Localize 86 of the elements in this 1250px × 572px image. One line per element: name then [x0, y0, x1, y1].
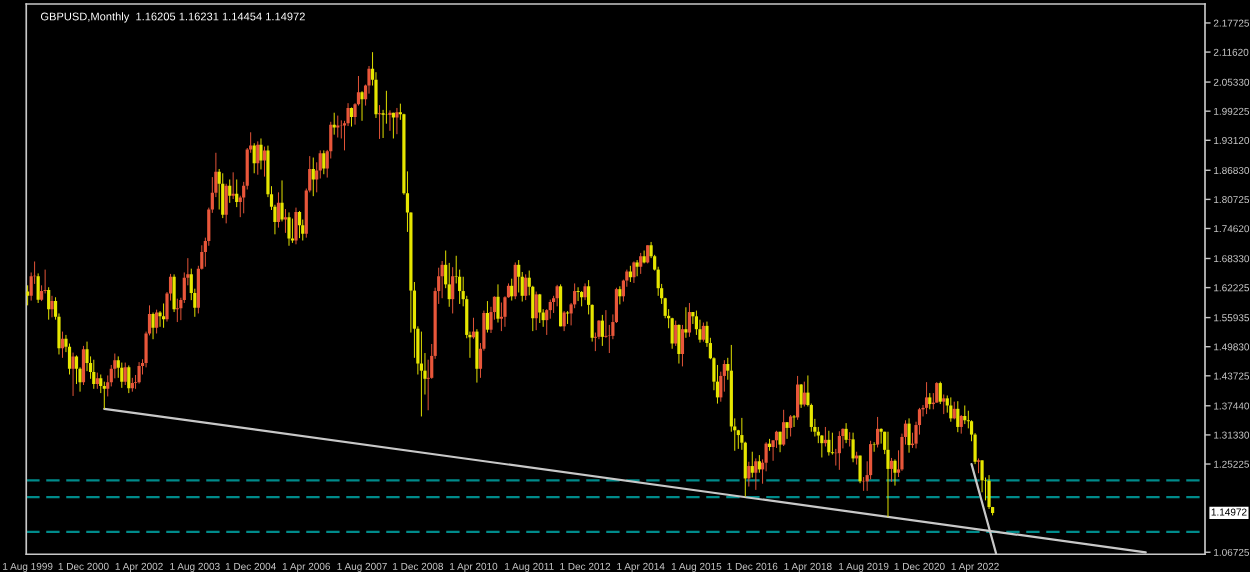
candlestick — [687, 302, 692, 338]
candlestick — [151, 312, 155, 340]
candlestick — [848, 431, 852, 447]
candlestick — [837, 430, 841, 471]
candlestick — [789, 414, 793, 437]
candlestick — [287, 211, 291, 247]
candlestick — [576, 286, 580, 302]
candlestick — [555, 284, 559, 307]
candlestick — [827, 430, 831, 457]
candlestick — [235, 178, 239, 208]
candlestick — [754, 457, 758, 491]
candlestick — [499, 302, 504, 332]
candlestick — [830, 432, 834, 456]
candlestick — [524, 273, 528, 301]
candlestick — [74, 354, 79, 385]
candlestick — [336, 115, 340, 139]
candlestick — [123, 362, 127, 386]
candlestick — [545, 308, 549, 336]
candlestick — [339, 119, 343, 139]
candlestick — [513, 261, 517, 300]
candlestick — [276, 191, 281, 229]
candlestick — [889, 457, 894, 483]
candlestick — [155, 309, 159, 334]
candlestick — [231, 171, 235, 200]
candlestick — [875, 416, 880, 448]
candlestick — [294, 207, 298, 245]
candlestick — [262, 146, 267, 178]
candlestick — [642, 250, 646, 264]
candlestick — [290, 218, 295, 244]
candlestick — [959, 414, 963, 435]
candlestick — [36, 272, 40, 304]
candlestick — [698, 319, 702, 344]
candlestick — [956, 400, 960, 433]
candlestick — [322, 149, 326, 175]
candlestick — [349, 106, 354, 128]
candlestick — [538, 293, 542, 324]
candlestick — [632, 261, 636, 284]
candlestick — [795, 375, 800, 421]
candlestick — [785, 421, 789, 440]
candlestick — [872, 441, 876, 453]
candlestick — [221, 172, 225, 219]
candlestick — [217, 168, 221, 211]
candlestick — [600, 314, 604, 347]
candlestick — [419, 331, 424, 417]
candlestick — [701, 322, 705, 343]
candlestick — [879, 427, 883, 445]
candlestick — [161, 302, 166, 329]
candlestick — [976, 457, 981, 474]
candlestick — [43, 269, 47, 294]
candlestick — [646, 244, 650, 264]
candlestick — [360, 90, 364, 122]
candlestick — [71, 352, 75, 397]
candlestick — [388, 109, 392, 132]
candlestick — [85, 341, 89, 372]
candlestick — [670, 317, 674, 350]
candlestick — [635, 259, 639, 277]
candlestick — [677, 323, 681, 365]
candlestick — [158, 310, 162, 328]
candlestick — [332, 112, 336, 136]
candlestick — [639, 252, 643, 275]
candlestick — [935, 381, 939, 404]
candlestick — [395, 107, 399, 135]
candlestick — [113, 353, 117, 379]
candlestick — [987, 474, 991, 510]
candlestick — [297, 210, 302, 239]
candlestick — [301, 219, 305, 241]
candlestick — [782, 409, 786, 447]
candlestick — [534, 291, 538, 331]
candlestick — [451, 266, 455, 314]
candlestick — [694, 310, 699, 336]
candlestick — [558, 283, 563, 327]
candlestick — [747, 461, 751, 488]
candlestick — [715, 364, 720, 405]
candlestick — [228, 178, 232, 204]
candlestick — [81, 345, 86, 386]
candlestick — [137, 361, 141, 385]
candlestick — [224, 183, 228, 224]
candlestick — [50, 295, 54, 318]
candlestick — [750, 451, 754, 478]
candlestick — [618, 285, 622, 305]
candlestick — [496, 283, 500, 324]
candlestick — [283, 208, 288, 234]
candlestick — [120, 362, 124, 389]
candlestick — [102, 381, 106, 410]
candlestick — [67, 343, 72, 375]
candlestick — [792, 414, 796, 428]
